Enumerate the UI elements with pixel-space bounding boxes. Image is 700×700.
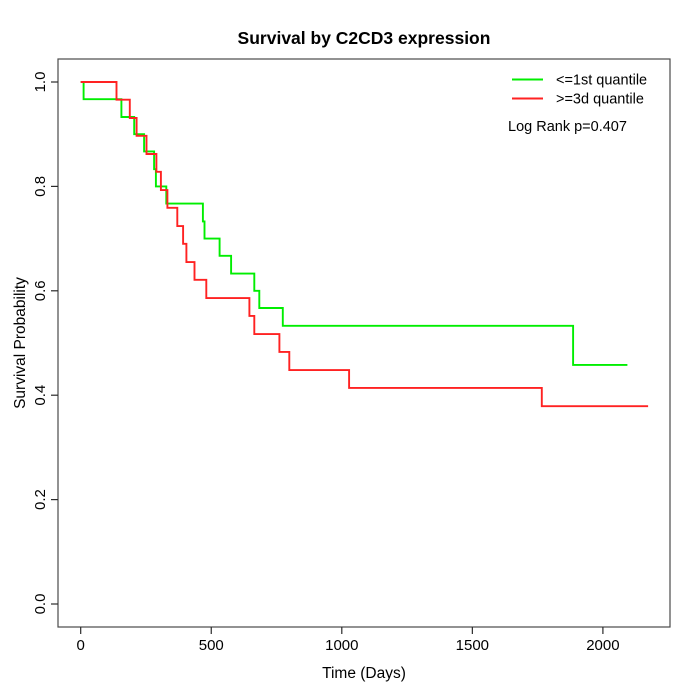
x-axis-title: Time (Days) [322, 665, 406, 682]
legend-item-label: <=1st quantile [556, 73, 647, 89]
y-tick-label: 0.6 [32, 280, 49, 301]
y-axis-title: Survival Probability [12, 277, 29, 409]
x-tick-label: 2000 [586, 637, 619, 654]
x-tick-label: 1500 [456, 637, 489, 654]
y-tick-label: 0.4 [32, 385, 49, 406]
survival-curve-1 [80, 81, 628, 366]
survival-curves [80, 81, 649, 408]
plot-box [57, 58, 671, 628]
y-tick-label: 1.0 [32, 72, 49, 93]
x-tick-label: 1000 [325, 637, 358, 654]
y-tick-label: 0.0 [32, 594, 49, 615]
survival-curve-2 [80, 81, 649, 408]
y-tick-label: 0.8 [32, 176, 49, 197]
legend-item-label: >=3d quantile [556, 92, 644, 108]
x-tick-label: 0 [77, 637, 85, 654]
x-axis: 0 500 1000 1500 2000 [77, 627, 620, 654]
legend: <=1st quantile >=3d quantile [512, 73, 647, 108]
log-rank-annotation: Log Rank p=0.407 [508, 119, 627, 135]
y-axis: 0.0 0.2 0.4 0.6 0.8 1.0 [32, 72, 58, 615]
y-tick-label: 0.2 [32, 489, 49, 510]
chart-title: Survival by C2CD3 expression [238, 28, 491, 48]
x-tick-label: 500 [199, 637, 224, 654]
